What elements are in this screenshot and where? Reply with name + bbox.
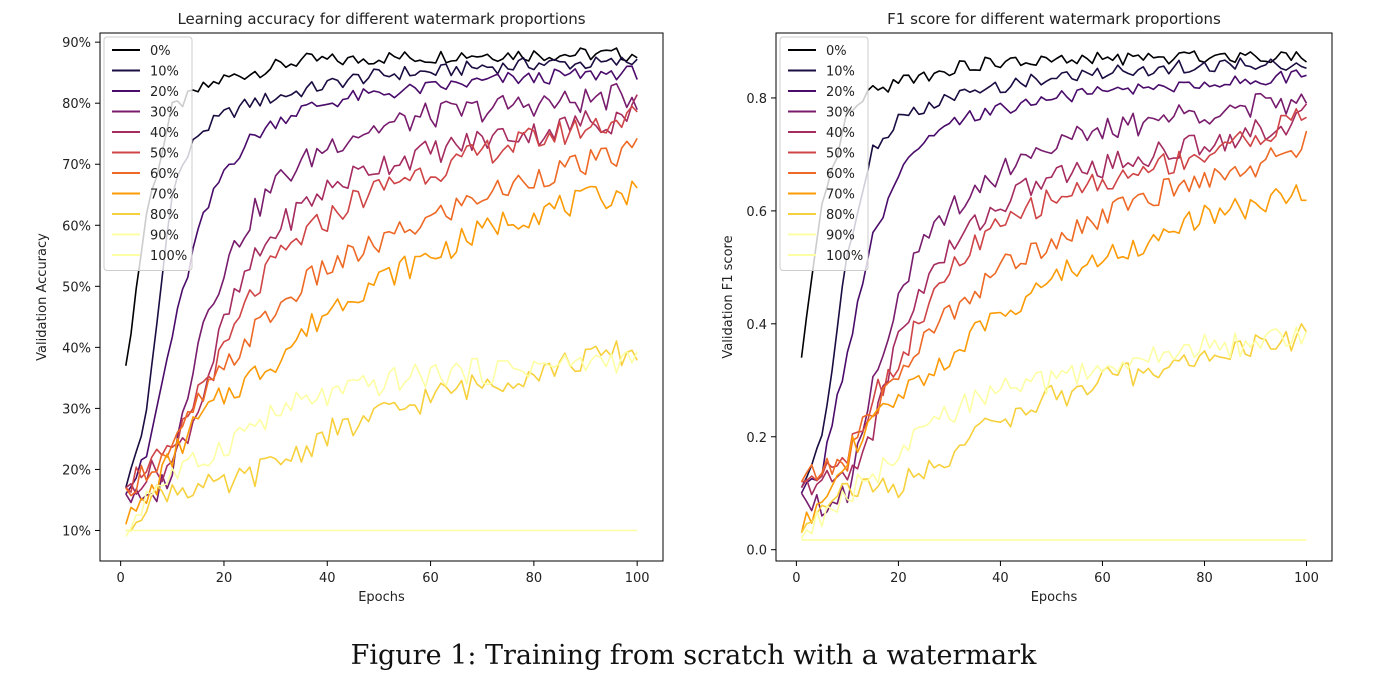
- x-tick-label: 100: [1294, 571, 1319, 586]
- series-line-60pct: [125, 138, 638, 497]
- x-tick-label: 0: [117, 571, 125, 586]
- x-tick-label: 40: [992, 571, 1009, 586]
- y-tick-label: 40%: [62, 341, 91, 356]
- legend-box: [103, 36, 193, 271]
- x-tick-label: 80: [1196, 571, 1213, 586]
- series-line-10pct: [125, 56, 638, 489]
- y-tick-label: 50%: [62, 280, 91, 295]
- legend-label: 50%: [150, 147, 179, 162]
- x-tick-label: 20: [890, 571, 907, 586]
- series-line-90pct: [800, 326, 1308, 539]
- x-axis-label: Epochs: [1031, 590, 1078, 605]
- legend-label: 40%: [150, 126, 179, 141]
- chart-2: F1 score for different watermark proport…: [721, 10, 1333, 605]
- legend-label: 70%: [826, 188, 855, 203]
- x-tick-label: 20: [216, 571, 233, 586]
- legend-label: 100%: [150, 249, 187, 264]
- chart-1: Learning accuracy for different watermar…: [35, 10, 664, 605]
- legend-label: 70%: [150, 188, 179, 203]
- x-tick-label: 40: [319, 571, 336, 586]
- x-tick-label: 60: [1094, 571, 1111, 586]
- legend-label: 90%: [826, 229, 855, 244]
- series-line-50pct: [801, 108, 1307, 483]
- series-line-10pct: [800, 57, 1307, 488]
- series-line-40pct: [800, 103, 1308, 496]
- series-line-30pct: [800, 92, 1308, 517]
- x-tick-label: 60: [422, 571, 439, 586]
- series-line-60pct: [800, 130, 1308, 483]
- legend-label: 10%: [826, 65, 855, 80]
- y-axis-label: Validation F1 score: [721, 235, 736, 358]
- legend-label: 80%: [826, 208, 855, 223]
- y-tick-label: 0.0: [746, 544, 767, 559]
- legend-label: 80%: [150, 208, 179, 223]
- legend-label: 90%: [150, 229, 179, 244]
- y-tick-label: 20%: [62, 463, 91, 478]
- series-line-20pct: [800, 69, 1307, 494]
- series-line-40pct: [125, 94, 638, 496]
- legend-box: [779, 36, 869, 271]
- legend-label: 100%: [826, 249, 863, 264]
- legend-label: 0%: [826, 44, 847, 59]
- series-line-80pct: [800, 322, 1308, 534]
- series-line-70pct: [125, 180, 638, 525]
- chart-title: F1 score for different watermark proport…: [887, 10, 1221, 28]
- legend-label: 30%: [826, 106, 855, 121]
- y-tick-label: 0.2: [746, 431, 767, 446]
- series-line-80pct: [125, 340, 638, 532]
- legend-label: 10%: [150, 65, 179, 80]
- plot-frame: [775, 32, 1333, 562]
- legend-label: 20%: [826, 85, 855, 100]
- legend-label: 60%: [826, 167, 855, 182]
- legend-label: 30%: [150, 106, 179, 121]
- y-tick-label: 80%: [62, 97, 91, 112]
- y-tick-label: 0.6: [746, 205, 767, 220]
- x-tick-label: 80: [526, 571, 543, 586]
- y-axis-label: Validation Accuracy: [35, 233, 50, 361]
- legend: 0% 10% 20% 30% 40% 50% 60% 70% 80% 90% 100%: [103, 36, 193, 271]
- y-tick-label: 30%: [62, 402, 91, 417]
- y-tick-label: 60%: [62, 219, 91, 234]
- y-tick-label: 70%: [62, 158, 91, 173]
- x-axis-label: Epochs: [358, 590, 405, 605]
- figure-caption: Figure 1: Training from scratch with a w…: [350, 640, 1037, 671]
- legend: 0% 10% 20% 30% 40% 50% 60% 70% 80% 90% 100%: [779, 36, 869, 271]
- y-tick-label: 10%: [62, 524, 91, 539]
- chart-title: Learning accuracy for different watermar…: [177, 10, 585, 28]
- series-line-90pct: [125, 350, 638, 538]
- legend-label: 0%: [150, 44, 171, 59]
- plot-frame: [99, 32, 664, 562]
- series-line-0pct: [125, 47, 638, 366]
- series-line-70pct: [800, 184, 1307, 533]
- x-tick-label: 0: [792, 571, 800, 586]
- y-tick-label: 0.8: [746, 92, 767, 107]
- series-line-0pct: [800, 50, 1307, 358]
- legend-label: 40%: [826, 126, 855, 141]
- series-line-50pct: [125, 105, 638, 493]
- x-tick-label: 100: [625, 571, 650, 586]
- legend-label: 20%: [150, 85, 179, 100]
- y-tick-label: 0.4: [746, 318, 767, 333]
- series-line-20pct: [125, 65, 638, 495]
- y-tick-label: 90%: [62, 36, 91, 51]
- legend-label: 60%: [150, 167, 179, 182]
- legend-label: 50%: [826, 147, 855, 162]
- series-line-30pct: [125, 82, 638, 504]
